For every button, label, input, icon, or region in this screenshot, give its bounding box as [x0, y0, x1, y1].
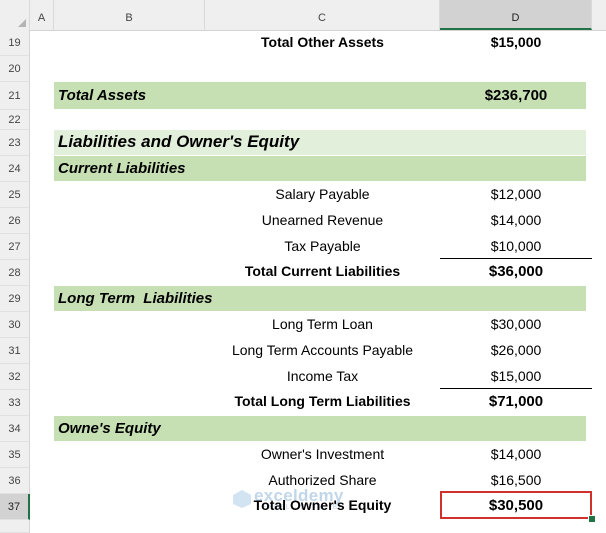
liabilities-equity-heading[interactable]: Liabilities and Owner's Equity	[58, 132, 300, 151]
total-owners-equity-value[interactable]: $30,500	[488, 497, 544, 514]
current-liabilities-band	[54, 156, 586, 181]
row-header-37[interactable]: 37	[0, 494, 30, 520]
row-header-28[interactable]: 28	[0, 260, 30, 286]
authorized-share-value[interactable]: $16,500	[490, 472, 542, 488]
column-header-b[interactable]: B	[54, 0, 205, 30]
long-term-loan-label[interactable]: Long Term Loan	[272, 316, 373, 332]
owners-equity-heading[interactable]: Owne's Equity	[58, 420, 161, 437]
row-header-20[interactable]: 20	[0, 56, 30, 82]
row-header-27[interactable]: 27	[0, 234, 30, 260]
select-all-triangle-icon	[18, 19, 26, 27]
row-header-33[interactable]: 33	[0, 390, 30, 416]
row-header-38[interactable]	[0, 520, 30, 533]
selected-cell-d37[interactable]	[440, 491, 592, 519]
total-current-liabilities-label[interactable]: Total Current Liabilities	[244, 263, 401, 279]
row-header-36[interactable]: 36	[0, 468, 30, 494]
exceldemy-watermark: exceldemy EXCEL · DATA · BI	[232, 486, 344, 511]
current-liabilities-heading[interactable]: Current Liabilities	[58, 160, 186, 177]
total-assets-value[interactable]: $236,700	[484, 87, 548, 104]
select-all-corner[interactable]	[0, 0, 30, 30]
exceldemy-logo-icon	[233, 490, 251, 508]
watermark-brand: exceldemy	[254, 486, 344, 505]
row-header-19[interactable]: 19	[0, 30, 30, 56]
long-term-liabilities-heading[interactable]: Long Term Liabilities	[58, 290, 213, 307]
income-tax-value[interactable]: $15,000	[490, 368, 542, 384]
total-long-term-liabilities-label[interactable]: Total Long Term Liabilities	[234, 393, 411, 409]
owners-equity-band	[54, 416, 586, 441]
unearned-revenue-label[interactable]: Unearned Revenue	[261, 212, 384, 228]
row-header-29[interactable]: 29	[0, 286, 30, 312]
row-header-31[interactable]: 31	[0, 338, 30, 364]
row-header-25[interactable]: 25	[0, 182, 30, 208]
salary-payable-value[interactable]: $12,000	[490, 186, 542, 202]
total-other-assets-value[interactable]: $15,000	[490, 34, 542, 50]
liabilities-equity-band	[54, 130, 586, 155]
watermark-tagline: EXCEL · DATA · BI	[262, 504, 342, 511]
column-header-c[interactable]: C	[205, 0, 440, 30]
long-term-accounts-payable-value[interactable]: $26,000	[490, 342, 542, 358]
long-term-liabilities-sum-rule	[440, 388, 592, 389]
owners-investment-label[interactable]: Owner's Investment	[260, 446, 385, 462]
row-header-26[interactable]: 26	[0, 208, 30, 234]
total-current-liabilities-value[interactable]: $36,000	[488, 263, 544, 280]
row-header-32[interactable]: 32	[0, 364, 30, 390]
income-tax-label[interactable]: Income Tax	[286, 368, 359, 384]
unearned-revenue-value[interactable]: $14,000	[490, 212, 542, 228]
fill-handle[interactable]	[588, 515, 596, 523]
row-header-30[interactable]: 30	[0, 312, 30, 338]
authorized-share-label[interactable]: Authorized Share	[268, 472, 377, 488]
long-term-accounts-payable-label[interactable]: Long Term Accounts Payable	[231, 342, 414, 358]
column-header-d[interactable]: D	[440, 0, 592, 30]
column-header-a[interactable]: A	[30, 0, 54, 30]
tax-payable-label[interactable]: Tax Payable	[284, 238, 361, 254]
tax-payable-value[interactable]: $10,000	[490, 238, 542, 254]
salary-payable-label[interactable]: Salary Payable	[275, 186, 370, 202]
owners-investment-value[interactable]: $14,000	[490, 446, 542, 462]
total-long-term-liabilities-value[interactable]: $71,000	[488, 393, 544, 410]
row-header-22[interactable]: 22	[0, 110, 30, 130]
row-header-34[interactable]: 34	[0, 416, 30, 442]
total-other-assets-label[interactable]: Total Other Assets	[261, 34, 384, 50]
long-term-liabilities-band	[54, 286, 586, 311]
row-header-23[interactable]: 23	[0, 130, 30, 156]
total-assets-label[interactable]: Total Assets	[58, 87, 147, 104]
row-header-21[interactable]: 21	[0, 82, 30, 110]
column-header-bar: A B C D	[0, 0, 606, 31]
long-term-loan-value[interactable]: $30,000	[490, 316, 542, 332]
current-liabilities-sum-rule	[440, 258, 592, 259]
total-assets-band	[54, 82, 586, 109]
row-header-24[interactable]: 24	[0, 156, 30, 182]
row-header-35[interactable]: 35	[0, 442, 30, 468]
total-owners-equity-label[interactable]: Total Owner's Equity	[253, 497, 392, 513]
